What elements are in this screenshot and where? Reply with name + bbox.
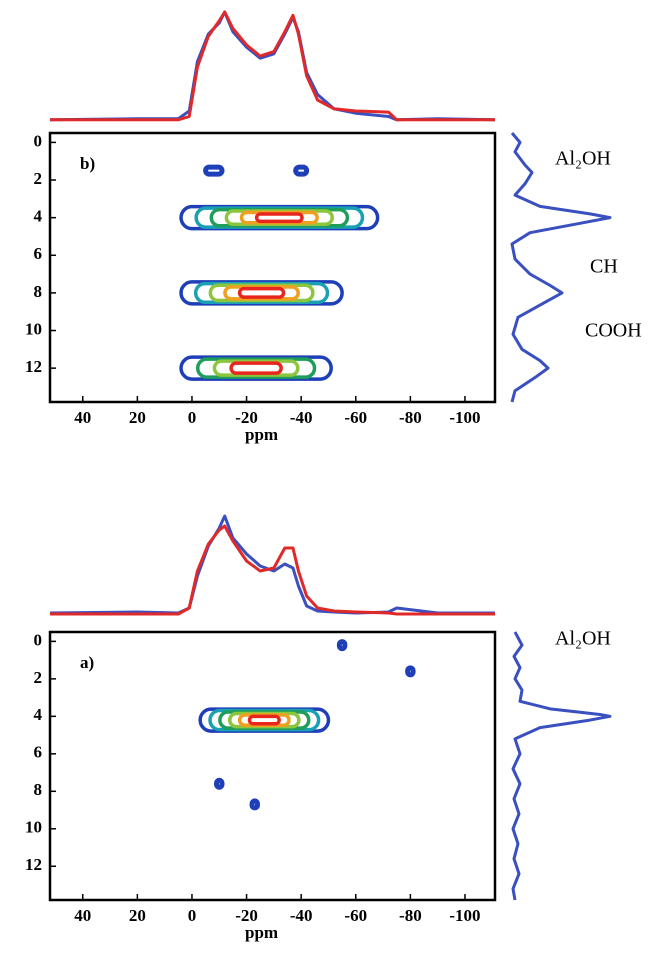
x-tick-label: -100 <box>449 906 480 925</box>
peak-annotation: Al₂OH <box>555 628 611 650</box>
x-tick-label: -80 <box>399 408 422 427</box>
x-axis-label: ppm <box>245 923 278 942</box>
y-tick-label: 4 <box>34 207 43 226</box>
panel-label: b) <box>80 154 95 173</box>
contour-level <box>336 639 348 652</box>
spectrum-line <box>50 10 495 122</box>
contour-level <box>237 286 286 299</box>
x-tick-label: 20 <box>129 906 146 925</box>
y-tick-label: 2 <box>34 169 43 188</box>
x-tick-label: -100 <box>449 408 480 427</box>
contour-level <box>405 665 416 678</box>
peak-annotation: CH <box>590 256 618 278</box>
y-tick-label: 12 <box>25 855 42 874</box>
contour-level <box>254 212 304 224</box>
y-tick-label: 6 <box>34 743 43 762</box>
contour-level <box>249 798 260 811</box>
x-tick-label: -20 <box>235 906 258 925</box>
x-tick-label: 0 <box>188 906 197 925</box>
y-tick-label: 8 <box>34 282 43 301</box>
contour-level <box>293 164 310 177</box>
x-tick-label: -40 <box>290 408 313 427</box>
x-tick-label: -60 <box>344 408 367 427</box>
peak-annotation: COOH <box>585 320 642 342</box>
x-tick-label: -80 <box>399 906 422 925</box>
x-tick-label: 40 <box>74 906 91 925</box>
contour-level <box>203 164 225 177</box>
x-tick-label: -20 <box>235 408 258 427</box>
contour-level <box>214 777 225 790</box>
contour-level <box>212 359 300 377</box>
contour-level <box>247 714 281 726</box>
x-axis-label: ppm <box>245 425 278 444</box>
projection-line <box>511 631 612 901</box>
spectrum-line <box>49 514 495 615</box>
contour-level <box>195 357 317 379</box>
x-tick-label: 40 <box>74 408 91 427</box>
y-tick-label: 2 <box>34 668 43 687</box>
x-tick-label: 20 <box>129 408 146 427</box>
panel-label: a) <box>80 653 94 672</box>
contour-level <box>229 361 283 375</box>
y-tick-label: 0 <box>34 630 43 649</box>
peak-annotation: Al₂OH <box>555 148 611 170</box>
spectrum-line <box>50 524 495 616</box>
x-tick-label: -60 <box>344 906 367 925</box>
contour-level <box>179 355 333 381</box>
plot-frame <box>48 630 497 902</box>
y-tick-label: 12 <box>25 357 42 376</box>
x-tick-label: -40 <box>290 906 313 925</box>
y-tick-label: 4 <box>34 705 43 724</box>
y-tick-label: 0 <box>34 131 43 150</box>
spectrum-line <box>49 10 496 122</box>
y-tick-label: 6 <box>34 244 43 263</box>
y-tick-label: 8 <box>34 780 43 799</box>
y-tick-label: 10 <box>25 818 42 837</box>
y-tick-label: 10 <box>25 319 42 338</box>
x-tick-label: 0 <box>188 408 197 427</box>
projection-line <box>510 132 612 403</box>
